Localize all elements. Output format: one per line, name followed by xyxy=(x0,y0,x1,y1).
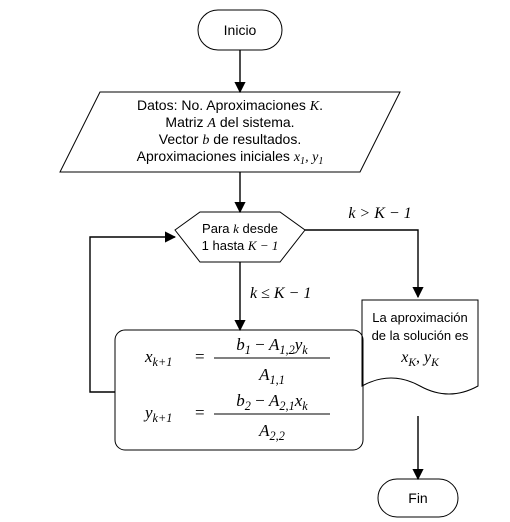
terminator-start-label: Inicio xyxy=(224,22,257,38)
cond-false-label: k > K − 1 xyxy=(348,205,411,222)
data-block: Datos: No. Aproximaciones K.Matriz A del… xyxy=(60,92,400,172)
terminator-start: Inicio xyxy=(198,10,282,50)
arrow-a_loop_right xyxy=(305,230,418,297)
data-block-line: Vector b de resultados. xyxy=(159,131,301,148)
cond-true-label: k ≤ K − 1 xyxy=(250,285,311,302)
output-math: xK, yK xyxy=(400,349,440,369)
eq1-num: b1 − A1,2yk xyxy=(236,335,308,357)
eq2-den: A2,2 xyxy=(258,421,285,443)
output-line-1: La aproximación xyxy=(372,310,467,325)
output-block: La aproximación de la solución es xK, yK xyxy=(362,300,478,394)
eq2-lhs: yk+1 xyxy=(143,403,172,425)
eq2-equals: = xyxy=(195,403,205,422)
output-line-2: de la solución es xyxy=(372,328,469,343)
data-block-line: Aproximaciones iniciales x1, y1 xyxy=(137,148,324,167)
terminator-end: Fin xyxy=(378,479,458,517)
eq2-num: b2 − A2,1xk xyxy=(236,391,308,413)
eq1-equals: = xyxy=(195,347,205,366)
loop-line-1: Para k desde xyxy=(202,221,278,236)
data-block-line: Matriz A del sistema. xyxy=(165,114,294,131)
arrow-a_proc_back xyxy=(90,237,175,392)
process-block: xk+1 = b1 − A1,2yk A1,1 yk+1 = b2 − A2,1xk… xyxy=(115,330,363,450)
data-block-line: Datos: No. Aproximaciones K. xyxy=(137,97,323,114)
loop-block: Para k desde 1 hasta K − 1 xyxy=(175,212,305,262)
eq1-lhs: xk+1 xyxy=(144,347,172,369)
terminator-end-label: Fin xyxy=(408,490,427,506)
loop-line-2: 1 hasta K − 1 xyxy=(202,238,279,253)
eq1-den: A1,1 xyxy=(258,365,285,387)
